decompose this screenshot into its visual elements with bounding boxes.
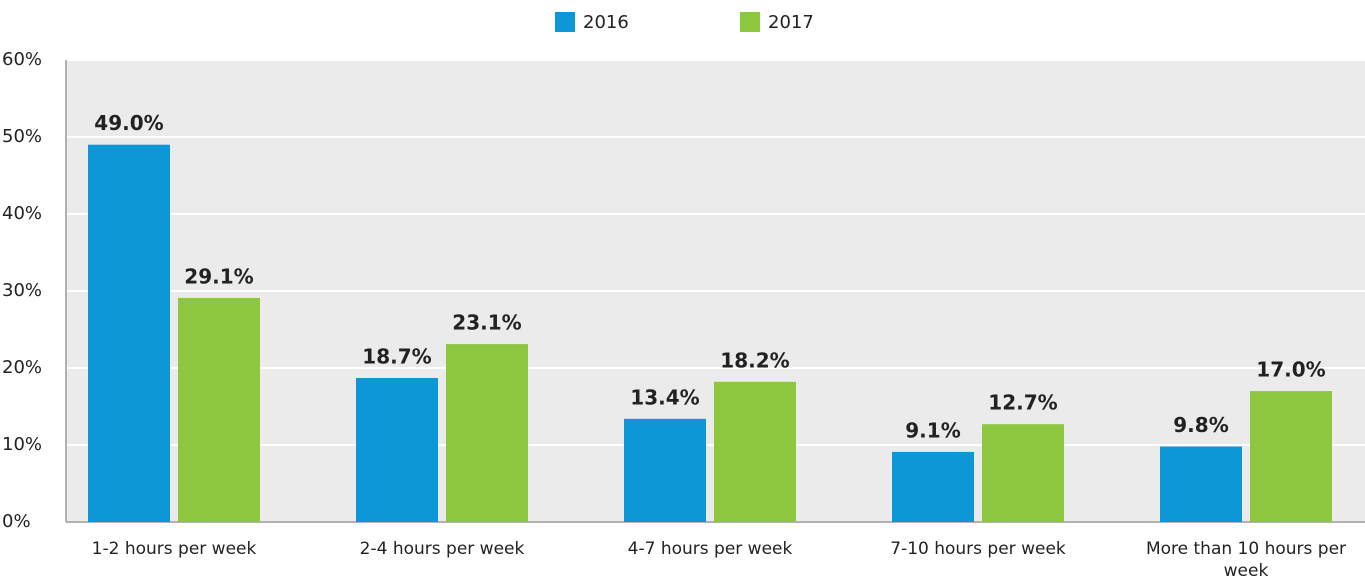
value-label: 29.1%: [184, 264, 253, 288]
bar: [178, 297, 260, 522]
legend-label: 2016: [583, 12, 629, 33]
value-label: 49.0%: [94, 111, 163, 135]
value-label: 9.8%: [1173, 413, 1228, 437]
legend-label: 2017: [768, 12, 814, 33]
y-tick-label: 60%: [2, 49, 42, 70]
bar: [982, 424, 1064, 522]
y-tick-label: 30%: [2, 280, 42, 301]
bar: [714, 381, 796, 522]
y-tick-label: 50%: [2, 126, 42, 147]
bar: [356, 378, 438, 522]
bar: [446, 344, 528, 522]
x-tick-label: 2-4 hours per week: [359, 539, 525, 559]
value-label: 17.0%: [1256, 358, 1325, 382]
y-tick-label: 40%: [2, 203, 42, 224]
x-tick-label: 4-7 hours per week: [627, 539, 793, 559]
x-tick-label: 1-2 hours per week: [91, 539, 257, 559]
bar: [892, 451, 974, 522]
value-label: 18.2%: [720, 348, 789, 372]
y-tick-label: 10%: [2, 434, 42, 455]
x-tick-label: 7-10 hours per week: [890, 539, 1066, 559]
legend-swatch: [555, 12, 575, 32]
bar: [624, 418, 706, 522]
value-label: 12.7%: [988, 391, 1057, 415]
value-label: 9.1%: [905, 418, 960, 442]
value-label: 18.7%: [362, 345, 431, 369]
x-tick-label: More than 10 hours per week: [1145, 539, 1347, 581]
value-label: 23.1%: [452, 311, 521, 335]
bar: [88, 144, 170, 522]
legend-swatch: [740, 12, 760, 32]
bar: [1160, 446, 1242, 522]
y-tick-label: 0%: [2, 511, 31, 532]
value-label: 13.4%: [630, 385, 699, 409]
bar: [1250, 391, 1332, 522]
y-tick-label: 20%: [2, 357, 42, 378]
